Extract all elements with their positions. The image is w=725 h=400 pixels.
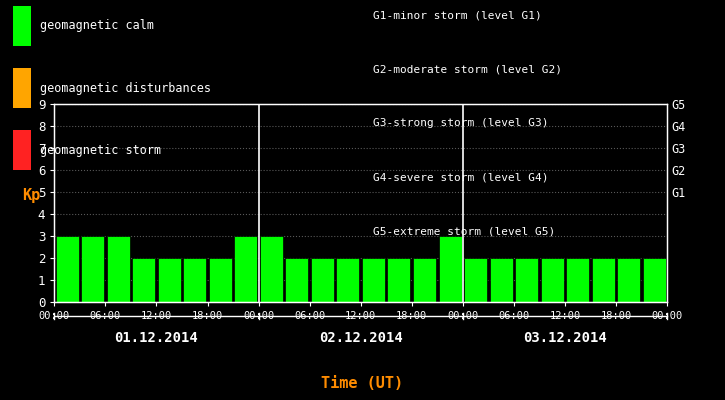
Bar [489,258,513,302]
Text: G1-minor storm (level G1): G1-minor storm (level G1) [373,10,542,20]
Bar [209,258,232,302]
Bar [515,258,538,302]
Bar [336,258,360,302]
Bar [286,258,308,302]
Bar [158,258,181,302]
Bar [413,258,436,302]
Text: Time (UT): Time (UT) [321,376,404,391]
Text: geomagnetic calm: geomagnetic calm [40,20,154,32]
Text: 03.12.2014: 03.12.2014 [523,331,607,345]
Bar [617,258,640,302]
Bar [541,258,563,302]
Y-axis label: Kp: Kp [22,188,40,203]
Text: G2-moderate storm (level G2): G2-moderate storm (level G2) [373,64,563,74]
Bar [387,258,410,302]
Bar [132,258,155,302]
Bar [81,236,104,302]
Text: G4-severe storm (level G4): G4-severe storm (level G4) [373,172,549,182]
Bar [260,236,283,302]
Text: geomagnetic disturbances: geomagnetic disturbances [40,82,211,94]
Bar [643,258,666,302]
Bar [234,236,257,302]
Text: G3-strong storm (level G3): G3-strong storm (level G3) [373,118,549,128]
Text: G5-extreme storm (level G5): G5-extreme storm (level G5) [373,226,555,236]
Text: 01.12.2014: 01.12.2014 [115,331,199,345]
Bar [56,236,78,302]
Bar [566,258,589,302]
Bar [464,258,487,302]
Bar [311,258,334,302]
Bar [592,258,615,302]
Bar [107,236,130,302]
Text: 02.12.2014: 02.12.2014 [319,331,402,345]
Text: geomagnetic storm: geomagnetic storm [40,144,161,156]
Bar [362,258,385,302]
Bar [439,236,462,302]
Bar [183,258,206,302]
